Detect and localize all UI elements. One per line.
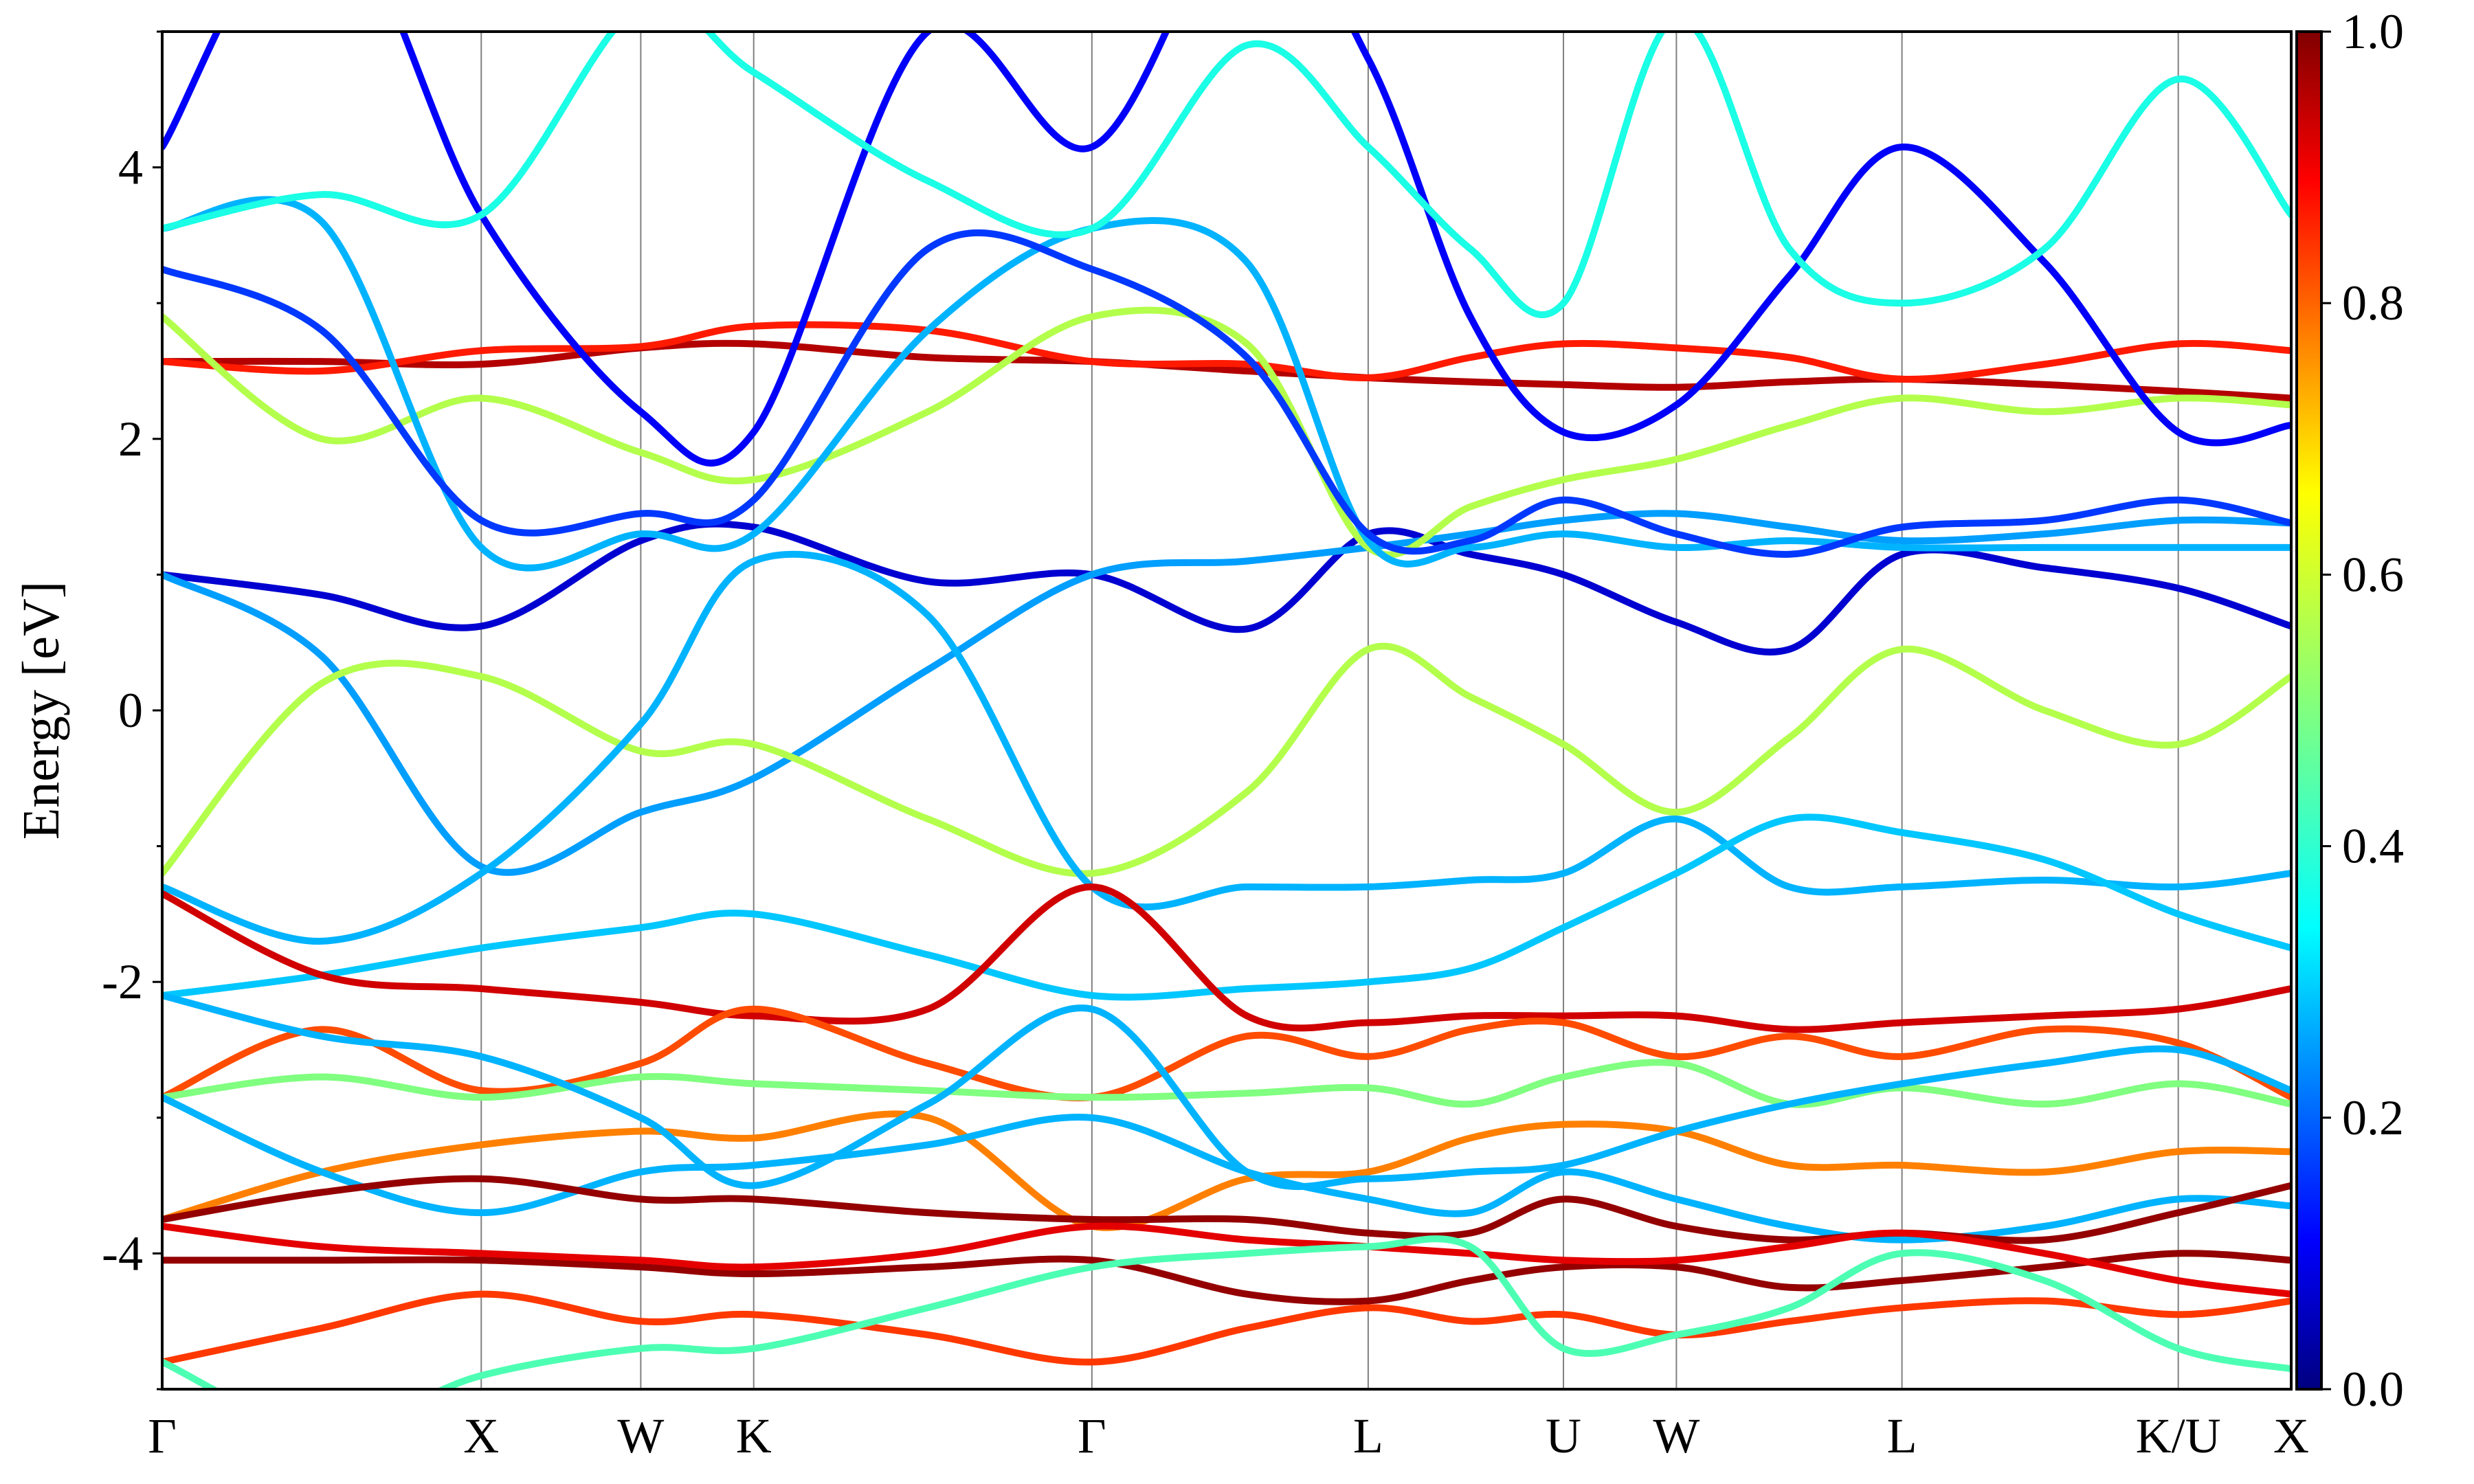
colorbar-tick-label: 0.8 [2342,276,2404,330]
x-axis-ticks: Γ X W K Γ L U W L K/U X [148,1408,2309,1463]
colorbar-tick-label: 0.2 [2342,1090,2404,1145]
y-axis-ticks: 4 2 0 -2 -4 [102,30,162,1391]
y-tick-label: -4 [102,1226,143,1281]
band-line [162,32,2291,318]
band-line [162,1110,2291,1231]
colorbar-tick-label: 0.0 [2342,1362,2404,1417]
band-line [162,813,2291,1001]
y-tick-label: 2 [118,412,143,466]
band-line [162,32,2291,467]
band-line [162,229,2291,558]
x-tick-label: Γ [148,1408,177,1463]
colorbar-ticks: 0.0 0.2 0.4 0.6 0.8 1.0 [2321,4,2404,1417]
band-line [162,196,2291,572]
x-tick-label: X [463,1408,499,1463]
band-line [162,1059,2291,1108]
x-tick-label: X [2273,1408,2309,1463]
bands [162,32,2291,1389]
band-line [162,510,2291,876]
band-line [162,1235,2291,1389]
x-tick-label: W [1653,1408,1700,1463]
y-tick-label: -2 [102,954,143,1009]
colorbar-tick-label: 0.4 [2342,819,2404,874]
band-line [162,550,2291,945]
band-line [162,883,2291,1033]
band-line [162,1250,2291,1305]
x-tick-label: K/U [2136,1408,2221,1463]
y-tick-label: 0 [118,683,143,738]
y-tick-label: 4 [118,140,143,195]
band-line [162,991,2291,1191]
x-tick-label: K [736,1408,772,1463]
colorbar-tick-label: 0.6 [2342,547,2404,602]
x-tick-label: L [1353,1408,1383,1463]
high-symmetry-lines [480,32,2179,1389]
band-line [162,321,2291,383]
band-line [162,1222,2291,1298]
x-tick-label: U [1546,1408,1581,1463]
x-tick-label: W [617,1408,664,1463]
x-tick-label: Γ [1078,1408,1106,1463]
x-tick-label: L [1887,1408,1917,1463]
y-axis-label: Energy [eV] [12,581,70,840]
band-line [162,642,2291,877]
band-line [162,1290,2291,1366]
colorbar [2295,30,2323,1391]
colorbar-tick-label: 1.0 [2342,4,2404,59]
